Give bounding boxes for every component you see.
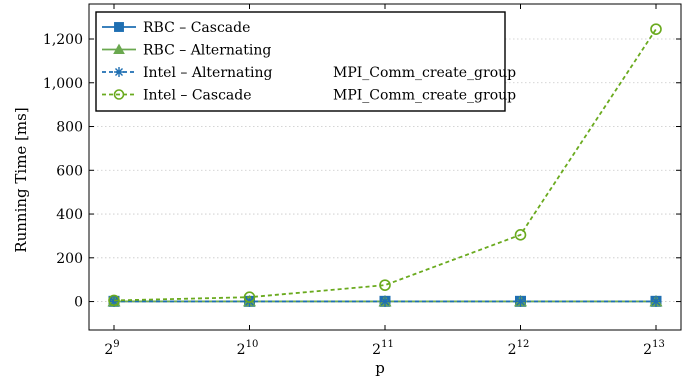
data-point [515, 295, 526, 307]
legend-marker [114, 67, 124, 77]
series-3 [108, 295, 662, 307]
data-point [108, 294, 120, 307]
data-point [650, 23, 662, 35]
legend-label-extra: MPI_Comm_create_group [333, 88, 516, 104]
y-tick-label: 1,200 [43, 32, 83, 48]
legend: RBC – Cascade RBC – Alternating Intel – Al… [95, 11, 516, 112]
legend-item: Intel – Alternating MPI_Comm_create_group [102, 65, 516, 81]
y-tick-label: 1,000 [43, 76, 83, 92]
legend-label: RBC – Cascade [143, 20, 250, 36]
y-tick-label: 600 [56, 163, 83, 179]
data-point [379, 279, 391, 291]
legend-label: Intel – Cascade [143, 88, 252, 104]
data-point [244, 295, 255, 307]
ticks-layer: 0 200 400 600 800 1,000 1,200 29 210 211 212 213 [43, 4, 681, 358]
x-tick-label: 212 [508, 339, 530, 358]
x-tick-label: 211 [372, 339, 394, 358]
legend-item: Intel – Cascade MPI_Comm_create_group [102, 88, 516, 104]
legend-marker [114, 22, 124, 32]
x-axis-label: p [375, 359, 385, 377]
data-point [379, 295, 391, 307]
data-point [108, 295, 120, 307]
series-4 [108, 23, 662, 307]
x-tick-label: 210 [237, 339, 259, 358]
data-point [243, 291, 256, 303]
y-tick-label: 0 [74, 295, 83, 311]
legend-marker [113, 89, 125, 100]
y-axis-label: Running Time [ms] [12, 107, 30, 252]
data-point [650, 295, 662, 307]
legend-label: Intel – Alternating [143, 65, 273, 81]
legend-item: RBC – Alternating [102, 43, 271, 59]
legend-marker [113, 43, 125, 54]
legend-label: RBC – Alternating [143, 43, 271, 59]
series-layer [107, 23, 663, 307]
x-tick-label: 213 [643, 339, 665, 358]
y-tick-label: 200 [56, 251, 83, 267]
data-point [514, 229, 527, 241]
legend-item: RBC – Cascade [102, 20, 250, 36]
legend-box [95, 11, 506, 112]
y-tick-label: 400 [56, 207, 83, 223]
legend-label-extra: MPI_Comm_create_group [333, 65, 516, 81]
y-tick-label: 800 [56, 120, 83, 136]
x-tick-label: 29 [104, 339, 119, 358]
series-line [113, 28, 657, 302]
